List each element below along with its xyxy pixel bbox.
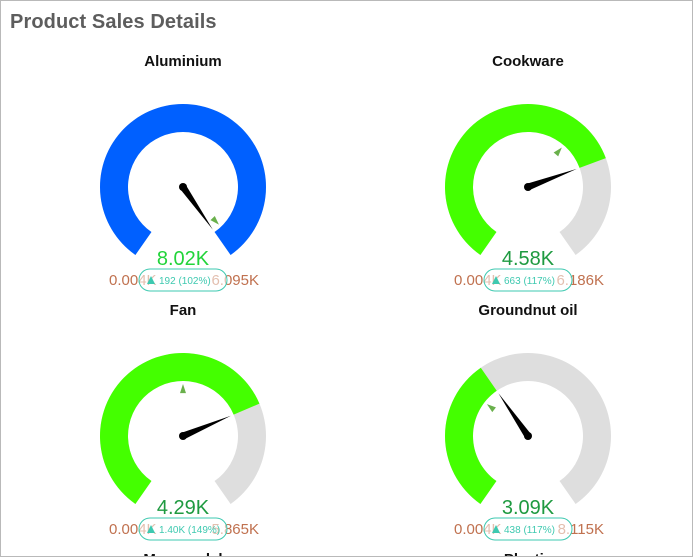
gauge-fill (99, 353, 260, 504)
gauge-badge-text: 192 (102%) (159, 276, 211, 287)
gauge-fill (444, 367, 497, 504)
gauge-title: Fan (169, 302, 197, 319)
target-marker (553, 147, 562, 157)
needle-hub (179, 183, 187, 191)
target-marker (486, 404, 496, 413)
gauge-badge-text: 663 (117%) (504, 276, 555, 287)
gauge-fill (445, 103, 606, 255)
gauge-cookware[interactable]: Cookware 4.58K 0.004K 6.186K 663 (117%) (358, 53, 692, 305)
gauge-title: Groundnut oil (478, 302, 578, 319)
gauge-badge-text: 438 (117%) (504, 525, 555, 536)
gauge-value: 4.58K (502, 248, 555, 270)
gauge-title: Aluminium (144, 53, 222, 70)
target-marker (180, 384, 186, 394)
needle-hub (179, 432, 187, 440)
needle-hub (524, 432, 532, 440)
needle-hub (524, 183, 532, 191)
needle (181, 415, 231, 440)
page-title: Product Sales Details (10, 11, 217, 33)
gauge-badge (483, 268, 573, 292)
needle (498, 393, 531, 438)
trend-up-icon (492, 525, 500, 533)
gauge-value: 3.09K (502, 497, 555, 519)
trend-up-icon (147, 276, 155, 284)
gauge-groundnut-oil[interactable]: Groundnut oil 3.09K 0.004K 8.115K 438 (117%… (358, 302, 692, 554)
gauge-badge-text: 1.40K (149%) (159, 525, 220, 536)
gauge-fill (99, 104, 266, 255)
trend-up-icon (147, 525, 155, 533)
gauge-badge (483, 517, 573, 541)
gauge-fan[interactable]: Fan 4.29K 0.004K 5.865K 1.40K (149%) (13, 302, 353, 554)
target-marker (210, 215, 219, 225)
gauge-title: Cookware (492, 53, 564, 70)
partial-title-right: Plastic (358, 551, 692, 556)
needle (180, 184, 213, 230)
gauge-aluminium[interactable]: Aluminium 8.02K 0.004K 6.095K 192 (102%) (13, 53, 353, 305)
partial-title-left: Masoor dal (13, 551, 353, 556)
trend-up-icon (492, 276, 500, 284)
gauge-value: 4.29K (157, 497, 210, 519)
gauge-badge (138, 517, 228, 541)
gauge-value: 8.02K (157, 248, 210, 270)
gauge-badge (138, 268, 228, 292)
needle (526, 168, 577, 191)
